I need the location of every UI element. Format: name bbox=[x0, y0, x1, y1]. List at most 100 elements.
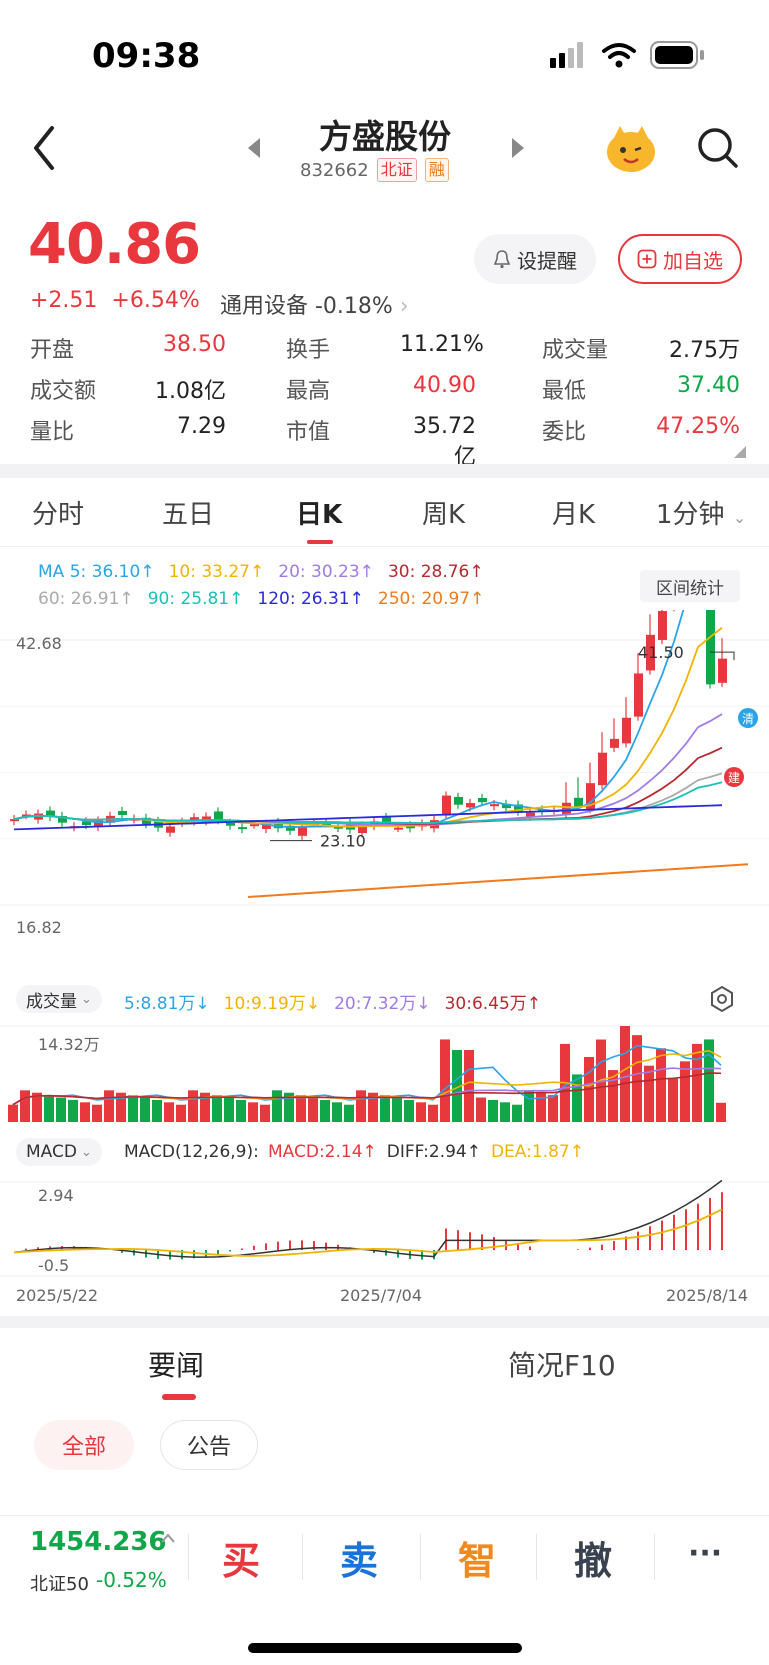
range-stats-button[interactable]: 区间统计 bbox=[640, 570, 740, 602]
bottom-divider bbox=[536, 1534, 537, 1580]
news-tab-headlines[interactable]: 要闻 bbox=[148, 1349, 205, 1382]
volume-bar bbox=[308, 1097, 318, 1122]
volume-bar bbox=[92, 1104, 102, 1122]
index-change: -0.52% bbox=[96, 1568, 167, 1592]
signal-icon bbox=[550, 42, 583, 68]
volume-bar bbox=[284, 1092, 294, 1122]
high-marker-label: 41.50 bbox=[638, 643, 684, 662]
volume-bar bbox=[380, 1095, 390, 1122]
kline-candle bbox=[514, 804, 523, 812]
ma-line bbox=[13, 781, 723, 824]
chevron-right-icon: › bbox=[399, 294, 409, 319]
ma-line bbox=[13, 804, 723, 831]
volume-chart[interactable] bbox=[0, 1022, 769, 1126]
macd-selector[interactable]: MACD ⌄ bbox=[16, 1138, 102, 1166]
kline-candle bbox=[406, 825, 415, 829]
volume-bar bbox=[632, 1035, 642, 1122]
tab-monthly-k[interactable]: 月K bbox=[552, 500, 596, 530]
wifi-icon bbox=[602, 43, 636, 68]
legend-item: 10: 33.27↑ bbox=[168, 562, 265, 582]
diff-line bbox=[13, 1179, 723, 1258]
volume-bar bbox=[140, 1097, 150, 1122]
ma-legend-row2: 60: 26.91↑ 90: 25.81↑ 120: 26.31↑ 250: 20.9… bbox=[38, 589, 484, 609]
macd-chart[interactable] bbox=[0, 1178, 769, 1280]
chevron-up-icon[interactable] bbox=[160, 1532, 176, 1544]
tab-five-day[interactable]: 五日 bbox=[162, 500, 215, 530]
clear-badge-label: 清 bbox=[742, 712, 754, 726]
filter-announcement[interactable]: 公告 bbox=[160, 1420, 258, 1470]
kline-candle bbox=[190, 817, 199, 822]
legend-item: DEA:1.87↑ bbox=[490, 1142, 584, 1162]
kline-candle bbox=[94, 820, 103, 828]
index-name: 北证50 bbox=[30, 1574, 89, 1595]
buy-button[interactable]: 买 bbox=[222, 1539, 261, 1583]
kline-candle bbox=[574, 797, 583, 807]
legend-item: 5:8.81万↓ bbox=[124, 994, 210, 1014]
cancel-order-button[interactable]: 撤 bbox=[574, 1539, 613, 1583]
change-value: +2.51 bbox=[30, 288, 98, 313]
kline-candle bbox=[526, 812, 535, 817]
search-icon[interactable] bbox=[696, 126, 740, 170]
volume-bar bbox=[620, 1026, 630, 1122]
chart-tabs: 分时 五日 日K 周K 月K 1分钟 ⌄ bbox=[0, 484, 769, 546]
volume-bar bbox=[656, 1048, 666, 1122]
kline-candle bbox=[610, 738, 619, 748]
tabs-divider bbox=[0, 546, 769, 547]
volume-bar bbox=[176, 1104, 186, 1122]
sector-text: 通用设备 -0.18% bbox=[220, 294, 393, 319]
tab-minute[interactable]: 1分钟 ⌄ bbox=[656, 494, 746, 531]
volume-bar bbox=[104, 1090, 114, 1122]
volume-bar bbox=[164, 1102, 174, 1122]
mascot-icon[interactable] bbox=[604, 122, 658, 174]
kline-candle bbox=[46, 810, 55, 818]
kline-candle bbox=[358, 825, 367, 834]
kline-candle bbox=[286, 825, 295, 831]
next-stock-icon[interactable] bbox=[510, 136, 526, 160]
volume-selector[interactable]: 成交量 ⌄ bbox=[16, 985, 102, 1013]
macd-legend: MACD:2.14↑ DIFF:2.94↑ DEA:1.87↑ bbox=[268, 1142, 584, 1162]
quote-value: 37.40 bbox=[677, 373, 740, 398]
volume-bar bbox=[500, 1102, 510, 1122]
kline-candle bbox=[22, 814, 31, 817]
plus-square-icon bbox=[637, 249, 657, 269]
tab-intraday[interactable]: 分时 bbox=[32, 500, 85, 530]
kline-candle bbox=[478, 797, 487, 803]
sector-link[interactable]: 通用设备 -0.18% › bbox=[220, 288, 409, 320]
expand-corner-icon[interactable] bbox=[734, 446, 746, 458]
filter-all[interactable]: 全部 bbox=[34, 1420, 134, 1470]
volume-bar bbox=[248, 1102, 258, 1122]
back-icon[interactable] bbox=[26, 118, 66, 178]
kline-candle bbox=[10, 819, 19, 822]
news-tab-profile[interactable]: 简况F10 bbox=[508, 1349, 616, 1382]
sell-button[interactable]: 卖 bbox=[340, 1539, 379, 1583]
kline-candle bbox=[202, 816, 211, 822]
prev-stock-icon[interactable] bbox=[246, 136, 262, 160]
legend-item: 120: 26.31↑ bbox=[257, 589, 364, 609]
exchange-tag: 北证 bbox=[376, 158, 417, 182]
tab-weekly-k[interactable]: 周K bbox=[422, 500, 466, 530]
volume-bar bbox=[668, 1078, 678, 1122]
kline-chart[interactable]: 41.50 23.10 清建 bbox=[0, 610, 769, 960]
index-value[interactable]: 1454.236 bbox=[30, 1527, 167, 1557]
volume-bar bbox=[464, 1050, 474, 1122]
quote-value: 40.90 bbox=[413, 373, 476, 398]
bottom-divider bbox=[302, 1534, 303, 1580]
legend-item: 60: 26.91↑ bbox=[38, 589, 134, 609]
quote-value: 47.25% bbox=[656, 414, 740, 439]
tab-daily-k[interactable]: 日K bbox=[296, 500, 343, 530]
set-alert-button[interactable]: 设提醒 bbox=[474, 234, 596, 284]
macd-selector-label: MACD bbox=[26, 1142, 77, 1162]
macd-y-bottom: -0.5 bbox=[38, 1256, 70, 1275]
settings-icon[interactable] bbox=[708, 985, 736, 1013]
kline-candle bbox=[58, 815, 67, 823]
clear-badge-icon bbox=[738, 708, 758, 728]
smart-button[interactable]: 智 bbox=[458, 1539, 497, 1583]
volume-bar bbox=[524, 1090, 534, 1122]
volume-bar bbox=[344, 1104, 354, 1122]
kline-candle bbox=[502, 803, 511, 809]
more-button[interactable]: ··· bbox=[688, 1536, 723, 1571]
add-watchlist-button[interactable]: 加自选 bbox=[618, 234, 742, 284]
kline-candle bbox=[646, 634, 655, 671]
date-mid: 2025/7/04 bbox=[340, 1286, 423, 1305]
stock-name: 方盛股份 bbox=[319, 117, 451, 156]
